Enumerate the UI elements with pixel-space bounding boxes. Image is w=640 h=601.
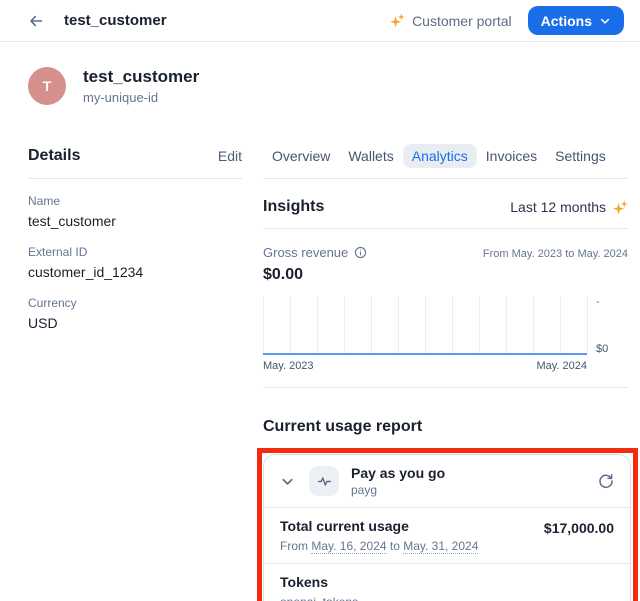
field-value: test_customer [28, 213, 116, 229]
avatar: T [28, 66, 66, 105]
field-name: Name test_customer [28, 194, 242, 230]
arrow-left-icon [30, 15, 43, 26]
field-value: USD [28, 315, 58, 331]
chart-line [263, 353, 587, 355]
field-value: customer_id_1234 [28, 264, 144, 280]
metric-name: Tokens [280, 574, 328, 590]
y-axis-bottom-label: $0 [596, 343, 609, 355]
details-panel: Details Edit Name test_customer External… [28, 143, 242, 601]
period-label: Last 12 months [510, 199, 606, 215]
edit-button[interactable]: Edit [217, 148, 242, 164]
customer-external-id: my-unique-id [83, 90, 159, 105]
actions-button[interactable]: Actions [527, 6, 624, 35]
period-prefix: From [280, 539, 308, 553]
usage-report-card: Pay as you go payg Total current usage F… [263, 454, 631, 601]
gross-revenue-chart: - $0 [263, 296, 628, 355]
tab-bar: Overview Wallets Analytics Invoices Sett… [263, 143, 628, 169]
plan-name: Pay as you go [351, 464, 446, 481]
insights-heading: Insights [263, 198, 325, 215]
sparkles-icon [390, 13, 405, 28]
divider [264, 563, 630, 564]
plan-code: payg [351, 482, 378, 497]
chart-plot-area [263, 296, 588, 355]
tab-invoices[interactable]: Invoices [485, 148, 538, 164]
chevron-down-icon [282, 478, 293, 485]
pulse-icon [317, 476, 331, 486]
divider [263, 178, 628, 179]
back-button[interactable] [26, 11, 46, 31]
annotation-highlight-box: Pay as you go payg Total current usage F… [257, 448, 638, 601]
field-external-id: External ID customer_id_1234 [28, 245, 242, 281]
gross-revenue-value: $0.00 [263, 266, 304, 283]
divider [263, 387, 628, 388]
period-selector[interactable]: Last 12 months [510, 199, 628, 215]
field-label: External ID [28, 245, 88, 259]
field-label: Name [28, 194, 61, 208]
metric-code: openai_tokens [280, 595, 358, 601]
customer-profile: T test_customer my-unique-id [0, 42, 640, 105]
main-panel: Overview Wallets Analytics Invoices Sett… [257, 143, 638, 601]
y-axis-top-label: - [596, 296, 600, 308]
chevron-down-icon [600, 18, 610, 24]
tab-analytics[interactable]: Analytics [402, 144, 477, 168]
page-title: test_customer [64, 12, 167, 29]
tab-settings[interactable]: Settings [555, 148, 606, 164]
sparkles-icon [613, 199, 628, 214]
period-end-date[interactable]: May. 31, 2024 [403, 539, 479, 554]
tab-wallets[interactable]: Wallets [348, 148, 394, 164]
refresh-button[interactable] [596, 471, 616, 491]
divider [263, 228, 628, 229]
field-label: Currency [28, 296, 77, 310]
actions-label: Actions [540, 12, 592, 29]
plan-accordion-header[interactable]: Pay as you go payg [264, 455, 630, 507]
refresh-icon [599, 474, 613, 489]
period-start-date[interactable]: May. 16, 2024 [311, 539, 387, 554]
customer-portal-link[interactable]: Customer portal [390, 13, 512, 29]
total-usage-label: Total current usage [280, 518, 409, 534]
chart-date-range: From May. 2023 to May. 2024 [482, 248, 628, 260]
total-usage-row: Total current usage From May. 16, 2024 t… [264, 508, 630, 563]
info-icon[interactable] [354, 246, 367, 259]
tab-overview[interactable]: Overview [272, 148, 331, 164]
top-bar: test_customer Customer portal Actions [0, 0, 640, 42]
x-axis-end-label: May. 2024 [536, 360, 587, 372]
gross-revenue-label: Gross revenue [263, 245, 349, 260]
plan-icon-tile [309, 466, 339, 496]
divider [28, 178, 242, 179]
total-usage-amount: $17,000.00 [543, 520, 614, 536]
customer-portal-label: Customer portal [412, 12, 512, 29]
divider [264, 507, 630, 508]
usage-period: From May. 16, 2024 to May. 31, 2024 [280, 539, 479, 554]
metric-row: Tokens openai_tokens [264, 564, 630, 601]
usage-report-heading: Current usage report [263, 418, 423, 435]
details-heading: Details [28, 147, 81, 164]
field-currency: Currency USD [28, 296, 242, 332]
x-axis-start-label: May. 2023 [263, 360, 314, 372]
period-middle: to [389, 539, 400, 553]
collapse-button[interactable] [278, 472, 297, 491]
customer-name: test_customer [83, 67, 200, 86]
